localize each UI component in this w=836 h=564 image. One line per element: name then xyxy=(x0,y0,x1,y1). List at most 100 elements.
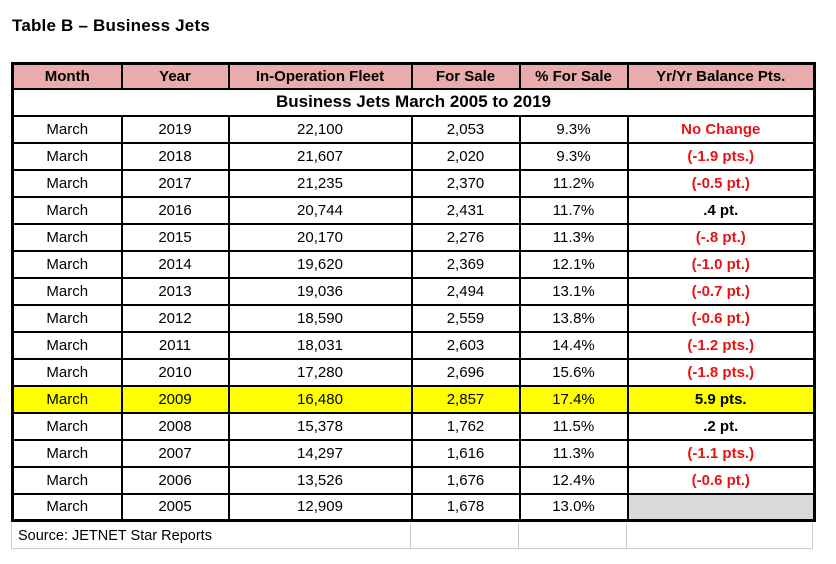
cell-fleet: 21,235 xyxy=(227,168,413,198)
cell-month: March xyxy=(11,303,123,333)
table-row: March 2008 15,378 1,762 11.5% .2 pt. xyxy=(11,411,816,441)
cell-pct-for-sale: 13.1% xyxy=(518,276,629,306)
cell-pct-for-sale: 13.8% xyxy=(518,303,629,333)
cell-for-sale: 2,370 xyxy=(410,168,521,198)
table-row: March 2005 12,909 1,678 13.0% xyxy=(11,492,816,522)
cell-month: March xyxy=(11,249,123,279)
table-caption-section: Business Jets March 2005 to 2019 xyxy=(11,87,816,117)
cell-year: 2005 xyxy=(120,492,230,522)
cell-fleet: 14,297 xyxy=(227,438,413,468)
cell-for-sale: 2,603 xyxy=(410,330,521,360)
cell-month: March xyxy=(11,276,123,306)
cell-pct-for-sale: 11.2% xyxy=(518,168,629,198)
table-row: March 2017 21,235 2,370 11.2% (-0.5 pt.) xyxy=(11,168,816,198)
cell-pct-for-sale: 11.7% xyxy=(518,195,629,225)
cell-pct-for-sale: 15.6% xyxy=(518,357,629,387)
cell-balance: .2 pt. xyxy=(626,411,816,441)
cell-pct-for-sale: 12.1% xyxy=(518,249,629,279)
cell-pct-for-sale: 11.3% xyxy=(518,438,629,468)
cell-year: 2018 xyxy=(120,141,230,171)
table-row: March 2013 19,036 2,494 13.1% (-0.7 pt.) xyxy=(11,276,816,306)
cell-fleet: 20,170 xyxy=(227,222,413,252)
cell-for-sale: 1,762 xyxy=(410,411,521,441)
cell-balance: (-1.1 pts.) xyxy=(626,438,816,468)
cell-balance: (-.8 pt.) xyxy=(626,222,816,252)
source-note: Source: JETNET Star Reports xyxy=(12,523,411,548)
cell-year: 2014 xyxy=(120,249,230,279)
cell-month: March xyxy=(11,168,123,198)
cell-year: 2011 xyxy=(120,330,230,360)
cell-for-sale: 2,696 xyxy=(410,357,521,387)
table-row: March 2011 18,031 2,603 14.4% (-1.2 pts.… xyxy=(11,330,816,360)
page-title: Table B – Business Jets xyxy=(12,16,210,35)
table-row: March 2007 14,297 1,616 11.3% (-1.1 pts.… xyxy=(11,438,816,468)
cell-fleet: 12,909 xyxy=(227,492,413,522)
cell-balance: (-0.7 pt.) xyxy=(626,276,816,306)
cell-for-sale: 2,559 xyxy=(410,303,521,333)
cell-pct-for-sale: 11.3% xyxy=(518,222,629,252)
footer-empty-cell xyxy=(627,523,812,548)
table-row: March 2010 17,280 2,696 15.6% (-1.8 pts.… xyxy=(11,357,816,387)
cell-month: March xyxy=(11,357,123,387)
cell-year: 2010 xyxy=(120,357,230,387)
cell-fleet: 13,526 xyxy=(227,465,413,495)
table-row: March 2018 21,607 2,020 9.3% (-1.9 pts.) xyxy=(11,141,816,171)
cell-year: 2013 xyxy=(120,276,230,306)
cell-fleet: 17,280 xyxy=(227,357,413,387)
cell-balance: 5.9 pts. xyxy=(626,384,816,414)
column-header-fleet: In-Operation Fleet xyxy=(227,62,413,90)
cell-fleet: 19,620 xyxy=(227,249,413,279)
table-header: Month Year In-Operation Fleet For Sale %… xyxy=(11,62,816,90)
cell-balance: (-1.8 pts.) xyxy=(626,357,816,387)
cell-balance: No Change xyxy=(626,114,816,144)
cell-pct-for-sale: 9.3% xyxy=(518,141,629,171)
table-body: March 2019 22,100 2,053 9.3% No Change M… xyxy=(11,114,816,522)
cell-for-sale: 2,053 xyxy=(410,114,521,144)
cell-month: March xyxy=(11,141,123,171)
cell-pct-for-sale: 12.4% xyxy=(518,465,629,495)
cell-fleet: 16,480 xyxy=(227,384,413,414)
cell-fleet: 20,744 xyxy=(227,195,413,225)
cell-for-sale: 2,857 xyxy=(410,384,521,414)
cell-balance: (-1.2 pts.) xyxy=(626,330,816,360)
cell-pct-for-sale: 13.0% xyxy=(518,492,629,522)
cell-month: March xyxy=(11,195,123,225)
cell-month: March xyxy=(11,438,123,468)
cell-for-sale: 2,369 xyxy=(410,249,521,279)
table-row: March 2016 20,744 2,431 11.7% .4 pt. xyxy=(11,195,816,225)
cell-for-sale: 1,616 xyxy=(410,438,521,468)
cell-balance: (-0.6 pt.) xyxy=(626,303,816,333)
table-row: March 2006 13,526 1,676 12.4% (-0.6 pt.) xyxy=(11,465,816,495)
business-jets-table: Business Jets March 2005 to 2019 Month Y… xyxy=(11,62,816,522)
table-row: March 2019 22,100 2,053 9.3% No Change xyxy=(11,114,816,144)
cell-year: 2006 xyxy=(120,465,230,495)
cell-fleet: 15,378 xyxy=(227,411,413,441)
cell-for-sale: 2,431 xyxy=(410,195,521,225)
cell-month: March xyxy=(11,492,123,522)
cell-for-sale: 2,276 xyxy=(410,222,521,252)
table-row: March 2014 19,620 2,369 12.1% (-1.0 pt.) xyxy=(11,249,816,279)
cell-for-sale: 1,678 xyxy=(410,492,521,522)
cell-balance: (-0.5 pt.) xyxy=(626,168,816,198)
column-header-pct-for-sale: % For Sale xyxy=(518,62,629,90)
cell-year: 2009 xyxy=(120,384,230,414)
cell-year: 2017 xyxy=(120,168,230,198)
footer-empty-cell xyxy=(519,523,627,548)
cell-month: March xyxy=(11,411,123,441)
cell-balance: .4 pt. xyxy=(626,195,816,225)
cell-year: 2015 xyxy=(120,222,230,252)
cell-year: 2008 xyxy=(120,411,230,441)
cell-month: March xyxy=(11,114,123,144)
cell-for-sale: 2,020 xyxy=(410,141,521,171)
cell-month: March xyxy=(11,222,123,252)
column-header-month: Month xyxy=(11,62,123,90)
cell-balance: (-1.0 pt.) xyxy=(626,249,816,279)
table-caption: Business Jets March 2005 to 2019 xyxy=(11,87,816,117)
column-header-year: Year xyxy=(120,62,230,90)
cell-pct-for-sale: 9.3% xyxy=(518,114,629,144)
table-header-row: Month Year In-Operation Fleet For Sale %… xyxy=(11,62,816,90)
cell-month: March xyxy=(11,384,123,414)
cell-year: 2016 xyxy=(120,195,230,225)
footer-empty-cell xyxy=(411,523,519,548)
cell-fleet: 18,590 xyxy=(227,303,413,333)
